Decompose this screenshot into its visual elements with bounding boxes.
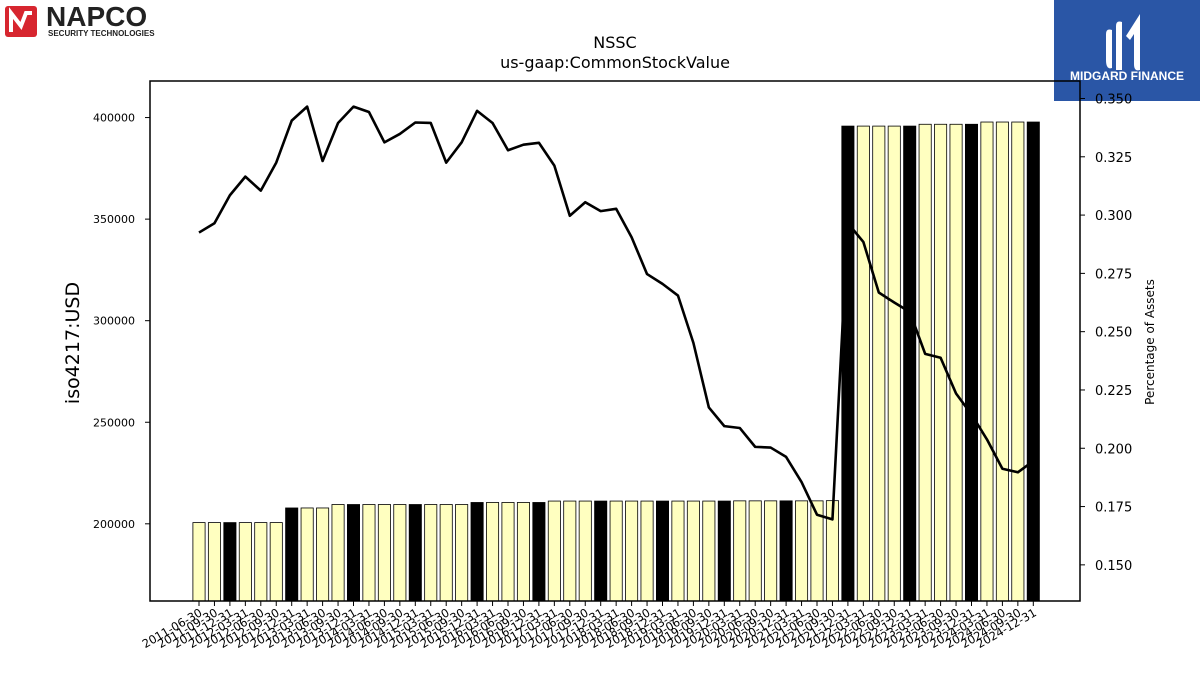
midgard-mark-icon [1106,14,1140,71]
bar [362,504,376,602]
bar [207,522,221,602]
y2-tick-label: 0.350 [1095,92,1132,107]
y2-axis-label: Percentage of Assets [1143,279,1157,405]
bar [439,504,453,602]
y2-tick-label: 0.275 [1095,267,1132,282]
napco-wordmark: NAPCO [46,4,147,32]
y2-tick-label: 0.325 [1095,151,1132,166]
midgard-wordmark: MIDGARD FINANCE [1070,69,1184,83]
bar [532,502,546,602]
line-series [198,105,1035,521]
bar [455,504,469,602]
y-tick-label: 400000 [93,112,135,125]
bar [501,502,515,602]
y-tick-label: 350000 [93,213,135,226]
bar [578,500,592,602]
bar [594,500,608,602]
y-tick-label: 250000 [93,416,135,429]
bar [625,500,639,602]
y-tick-label: 300000 [93,315,135,328]
chart-title: NSSC [593,33,636,52]
bar [269,522,283,602]
y-tick-label: 200000 [93,518,135,531]
bar [516,502,530,602]
napco-tagline: SECURITY TECHNOLOGIES [48,29,155,38]
bar [686,500,700,602]
bar [903,125,917,602]
bar [408,504,422,602]
midgard-logo: MIDGARD FINANCE [1054,0,1200,101]
bar [918,123,932,602]
bar [346,504,360,602]
bar [872,125,886,602]
napco-logo: NAPCO SECURITY TECHNOLOGIES [4,1,214,40]
bar [470,502,484,602]
y-axis-label: iso4217:USD [62,282,84,404]
bar [254,522,268,602]
y2-tick-label: 0.200 [1095,442,1132,457]
bar [1026,121,1040,602]
bar [424,504,438,602]
bar [563,500,577,602]
y-axis-right: 0.150 0.175 0.200 0.225 0.250 0.275 0.300 0.325… [1080,92,1132,574]
bar [192,522,206,602]
bar [887,125,901,602]
bar [377,504,391,602]
bar [949,123,963,602]
bar [995,121,1009,602]
x-axis: 2011-06-302011-09-302011-12-312012-03-31… [140,601,1039,651]
bar [980,121,994,602]
bar [748,500,762,602]
bar [1011,121,1025,602]
bar [640,500,654,602]
bar [300,507,314,602]
bar [934,123,948,602]
y2-tick-label: 0.250 [1095,326,1132,341]
bar [547,500,561,602]
plot-frame [149,80,1081,602]
bar [486,502,500,602]
bar-series [192,121,1040,602]
bar [733,500,747,602]
line-series-path [198,105,1035,521]
bar [656,500,670,602]
y2-tick-label: 0.175 [1095,501,1132,516]
y2-tick-label: 0.300 [1095,209,1132,224]
bar [702,500,716,602]
y-axis-left: 200000 250000 300000 350000 400000 [93,112,150,531]
bar [717,500,731,602]
bar [841,125,855,602]
bar [671,500,685,602]
bar [965,123,979,602]
bar [331,504,345,602]
bar [285,507,299,602]
bar [764,500,778,602]
bar [238,522,252,602]
y2-tick-label: 0.150 [1095,559,1132,574]
y2-tick-label: 0.225 [1095,384,1132,399]
bar [795,500,809,602]
bar [856,125,870,602]
bar [609,500,623,602]
bar [393,504,407,602]
chart-subtitle: us-gaap:CommonStockValue [500,53,730,72]
bar [779,500,793,602]
bar [223,522,237,602]
bar [316,507,330,602]
